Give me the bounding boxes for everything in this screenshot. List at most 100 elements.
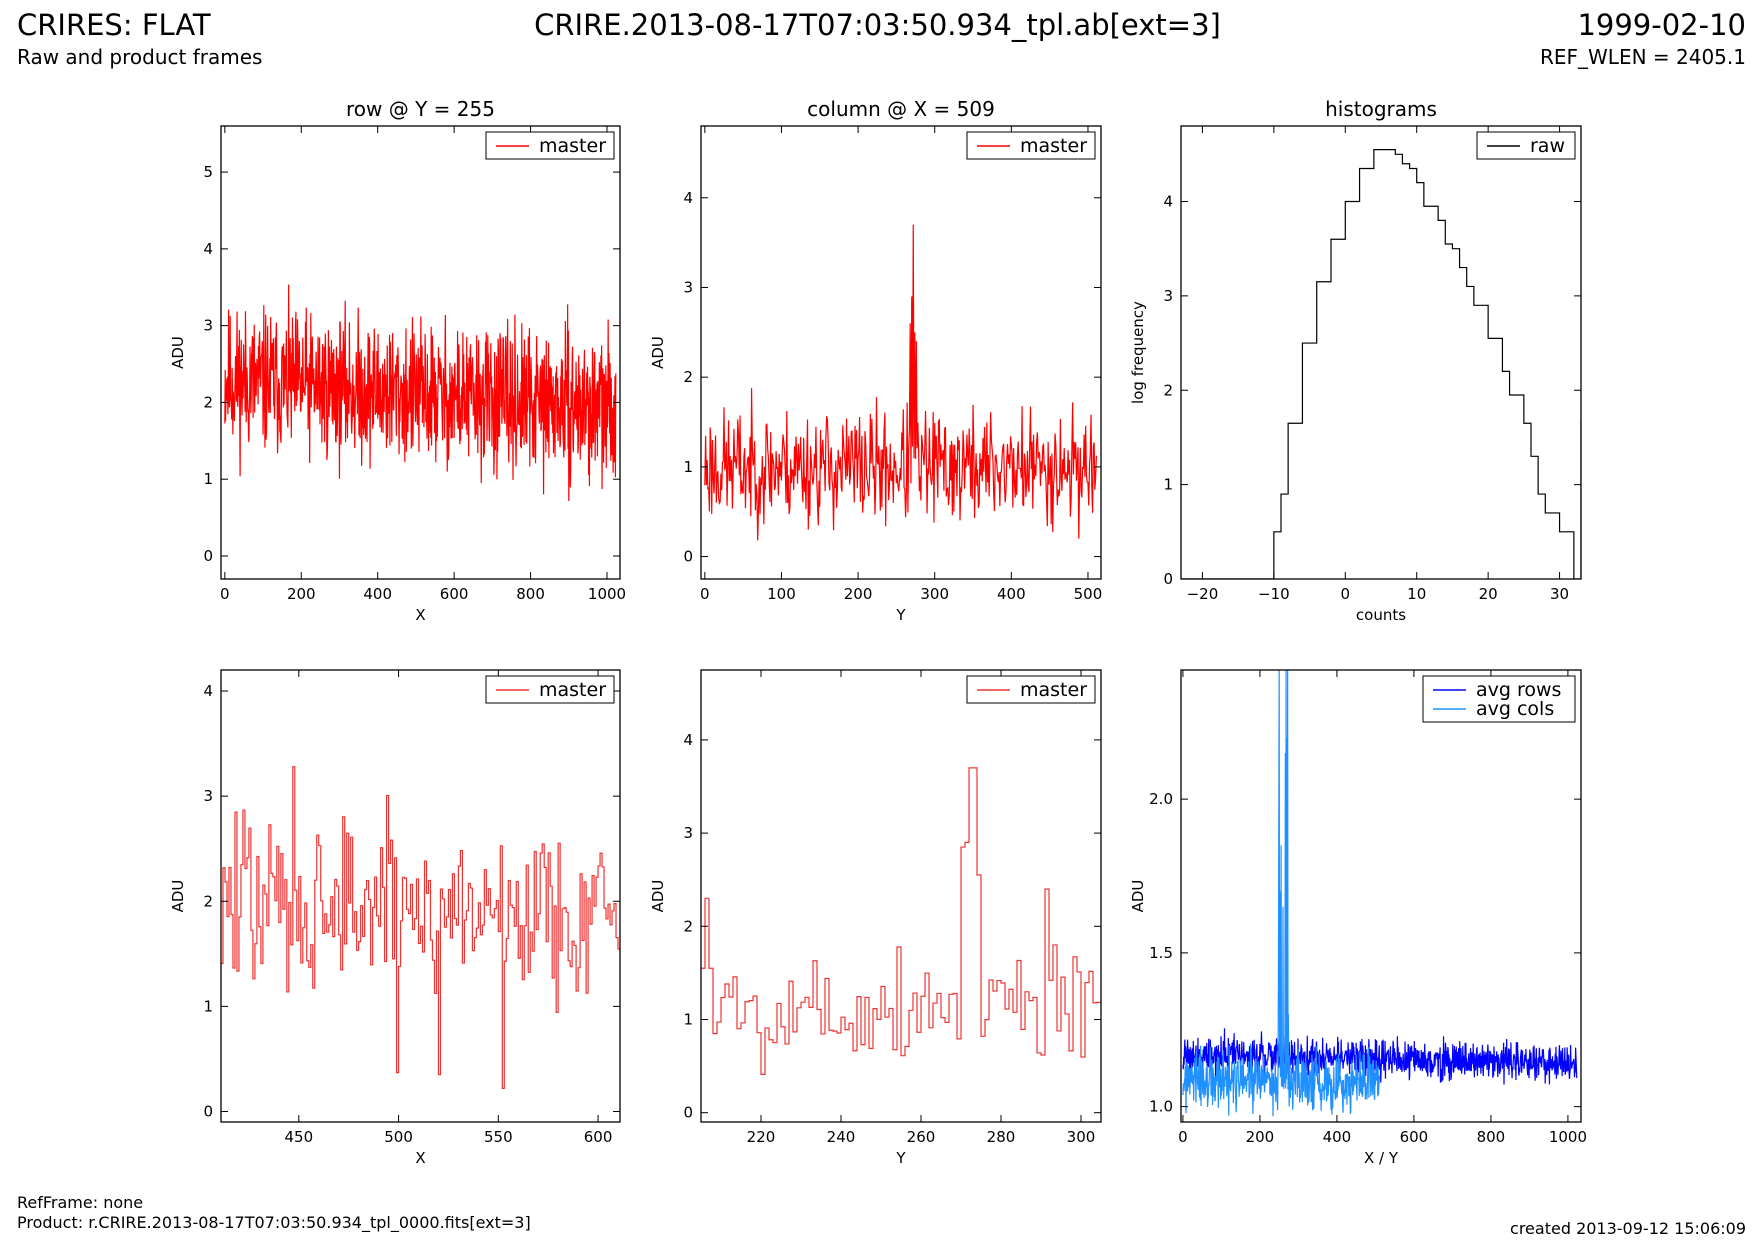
x-tick-label: 500 [1074, 585, 1103, 603]
x-tick-label: −10 [1258, 585, 1290, 603]
x-tick-label: 300 [1067, 1128, 1096, 1146]
x-tick-label: 400 [363, 585, 392, 603]
x-tick-label: 1000 [1549, 1128, 1587, 1146]
y-tick-label: 1 [203, 470, 213, 488]
y-axis-label: ADU [169, 880, 187, 913]
figure-subtitle: Raw and product frames [17, 45, 263, 69]
y-tick-label: 1 [683, 1010, 693, 1028]
y-axis-label: ADU [649, 336, 667, 369]
file-name: CRIRE.2013-08-17T07:03:50.934_tpl.ab[ext… [534, 8, 1221, 42]
plot-title: row @ Y = 255 [346, 97, 495, 121]
x-tick-label: 300 [920, 585, 949, 603]
observation-date: 1999-02-10 [1577, 8, 1746, 42]
y-axis-label: ADU [649, 880, 667, 913]
y-tick-label: 0 [683, 1104, 693, 1122]
y-tick-label: 3 [1163, 287, 1173, 305]
series-line-p6-0 [1182, 1028, 1578, 1085]
y-tick-label: 1 [683, 458, 693, 476]
x-tick-label: 240 [827, 1128, 856, 1146]
y-tick-label: 0 [683, 548, 693, 566]
plot-title: column @ X = 509 [807, 97, 995, 121]
y-tick-label: 0 [1163, 570, 1173, 588]
legend-label: master [539, 679, 606, 701]
legend-label: avg cols [1476, 698, 1554, 720]
x-tick-label: 800 [1477, 1128, 1506, 1146]
y-axis-label: log frequency [1129, 301, 1147, 404]
x-tick-label: 280 [987, 1128, 1016, 1146]
x-tick-label: −20 [1187, 585, 1219, 603]
plot-frame [1180, 125, 1582, 580]
x-tick-label: 800 [516, 585, 545, 603]
figure-title: CRIRES: FLAT [17, 8, 211, 42]
legend-label: master [539, 135, 606, 157]
y-tick-label: 1.0 [1149, 1098, 1173, 1116]
x-tick-label: 550 [484, 1128, 513, 1146]
x-tick-label: 220 [747, 1128, 776, 1146]
x-tick-label: 0 [1341, 585, 1351, 603]
y-tick-label: 4 [203, 682, 213, 700]
created-text: created 2013-09-12 15:06:09 [1510, 1219, 1746, 1238]
y-tick-label: 4 [1163, 193, 1173, 211]
plot-title: histograms [1325, 97, 1437, 121]
series-line-p2-0 [704, 224, 1097, 541]
plot-frame [700, 125, 1102, 580]
series-line-p6-1 [1182, 670, 1381, 1117]
legend-label: raw [1530, 135, 1565, 157]
plot-frame [700, 669, 1102, 1123]
x-tick-label: 200 [287, 585, 316, 603]
x-tick-label: 450 [284, 1128, 313, 1146]
y-tick-label: 3 [683, 278, 693, 296]
series-line-p4-0 [221, 766, 620, 1089]
y-axis-label: ADU [169, 336, 187, 369]
legend-label: master [1020, 679, 1087, 701]
y-tick-label: 5 [203, 163, 213, 181]
y-tick-label: 1.5 [1149, 944, 1173, 962]
series-line-p3-0 [1181, 148, 1581, 579]
panel-p1: 0 200 400 600 800 1000 0 1 2 3 4 5 X ADU row @ Y = 255… [169, 97, 626, 624]
legend-box [1422, 675, 1576, 723]
y-tick-label: 2 [683, 368, 693, 386]
y-tick-label: 4 [203, 240, 213, 258]
x-axis-label: X / Y [1364, 1149, 1399, 1167]
panel-p6: 0 200 400 600 800 1000 1.0 1.5 2.0 X / Y ADU avg ro… [1129, 669, 1587, 1167]
plot-frame [220, 125, 621, 580]
panel-p4: 450 500 550 600 0 1 2 3 4 X ADU master [169, 669, 621, 1167]
plot-frame [1180, 669, 1582, 1123]
refframe-text: RefFrame: none [17, 1193, 144, 1212]
legend-label: avg rows [1476, 679, 1561, 701]
legend-label: master [1020, 135, 1087, 157]
y-tick-label: 2.0 [1149, 790, 1173, 808]
x-tick-label: 400 [1323, 1128, 1352, 1146]
y-tick-label: 2 [203, 393, 213, 411]
x-tick-label: 10 [1407, 585, 1426, 603]
x-tick-label: 0 [1178, 1128, 1188, 1146]
y-tick-label: 4 [683, 731, 693, 749]
x-tick-label: 500 [384, 1128, 413, 1146]
x-tick-label: 1000 [588, 585, 626, 603]
x-tick-label: 600 [584, 1128, 613, 1146]
y-tick-label: 3 [683, 824, 693, 842]
y-tick-label: 3 [203, 317, 213, 335]
x-tick-label: 400 [997, 585, 1026, 603]
product-text: Product: r.CRIRE.2013-08-17T07:03:50.934… [17, 1213, 531, 1232]
x-tick-label: 0 [220, 585, 230, 603]
x-tick-label: 30 [1550, 585, 1569, 603]
x-tick-label: 20 [1479, 585, 1498, 603]
x-axis-label: Y [895, 606, 906, 624]
x-tick-label: 200 [1246, 1128, 1275, 1146]
x-axis-label: Y [895, 1149, 906, 1167]
y-axis-label: ADU [1129, 880, 1147, 913]
x-tick-label: 200 [844, 585, 873, 603]
x-tick-label: 0 [700, 585, 710, 603]
y-tick-label: 4 [683, 189, 693, 207]
x-axis-label: X [415, 606, 425, 624]
x-tick-label: 600 [1400, 1128, 1429, 1146]
x-tick-label: 600 [440, 585, 469, 603]
panel-p3: −20 −10 0 10 20 30 0 1 2 3 4 counts log frequency his… [1129, 97, 1582, 624]
panel-p2: 0 100 200 300 400 500 0 1 2 3 4 Y ADU column @ X = 50… [649, 97, 1102, 624]
series-line-p1-0 [224, 284, 617, 502]
y-tick-label: 2 [1163, 381, 1173, 399]
x-axis-label: X [415, 1149, 425, 1167]
series-line-p5-0 [701, 767, 1101, 1076]
